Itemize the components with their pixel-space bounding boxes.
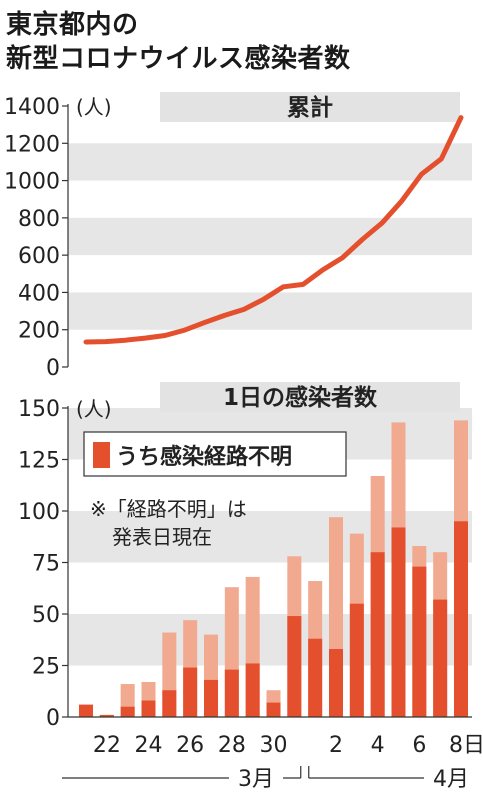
bar-x-tick-label: 8日 [449, 733, 483, 758]
line-y-tick-label: 200 [18, 319, 60, 344]
bar-unknown-route [287, 616, 302, 717]
note-line-2: 発表日現在 [112, 525, 212, 549]
bar-y-tick-label: 100 [18, 500, 60, 525]
bar-y-tick-label: 125 [18, 449, 60, 474]
bar-x-tick-label: 30 [260, 733, 288, 758]
bar-unknown-route [224, 669, 239, 717]
line-unit-label: (人) [76, 95, 112, 119]
bar-x-tick-label: 26 [176, 733, 204, 758]
line-grid-band [68, 217, 472, 256]
bar-unknown-route [79, 704, 93, 717]
bar-unknown-route [454, 521, 468, 717]
bar-x-tick-label: 28 [218, 733, 246, 758]
bar-x-tick-label: 22 [93, 733, 121, 758]
bar-unknown-route [412, 566, 427, 717]
line-chart-title: 累計 [287, 94, 333, 121]
bar-unknown-route [391, 527, 406, 717]
bar-unknown-route [162, 690, 177, 717]
bar-unknown-route [349, 603, 364, 717]
bar-y-tick-label: 150 [18, 397, 60, 422]
line-title-banner [160, 92, 460, 122]
bar-unknown-route [266, 702, 281, 717]
bar-unknown-route [204, 679, 218, 717]
legend-label: うち感染経路不明 [116, 444, 292, 470]
bar-grid-band [68, 614, 472, 666]
bar-y-tick-label: 0 [46, 706, 60, 731]
cumulative-line-series [83, 115, 464, 345]
bar-x-tick-label: 4 [371, 733, 385, 758]
bar-unknown-route [245, 663, 260, 717]
march-label-bg [229, 768, 283, 790]
bar-unknown-route [141, 700, 156, 717]
bar-unknown-route [329, 649, 343, 717]
bar-unknown-route [99, 714, 114, 717]
bar-y-tick-label: 25 [32, 655, 60, 680]
bar-unknown-route [183, 667, 198, 717]
bar-unknown-route [370, 552, 385, 717]
bar-y-tick-label: 75 [32, 552, 60, 577]
april-label-bg [424, 768, 478, 790]
line-y-tick-label: 1200 [4, 132, 60, 157]
bar-unit-label: (人) [76, 397, 112, 421]
line-y-tick-label: 1400 [4, 95, 60, 120]
bar-unknown-route [433, 599, 448, 717]
title-line-2: 新型コロナウイルス感染者数 [6, 44, 351, 74]
line-y-tick-label: 600 [18, 244, 60, 269]
bar-x-tick-label: 24 [135, 733, 163, 758]
line-y-tick-label: 400 [18, 281, 60, 306]
bar-y-tick-label: 50 [32, 603, 60, 628]
line-y-tick-label: 1000 [4, 170, 60, 195]
bar-x-tick-label: 2 [329, 733, 343, 758]
bar-title-banner [160, 382, 460, 412]
bar-chart-title: 1日の感染者数 [223, 384, 378, 411]
legend-swatch [93, 442, 110, 468]
title-line-1: 東京都内の [6, 10, 139, 40]
legend-box [83, 431, 347, 477]
month-label-march: 3月 [238, 767, 274, 792]
bar-x-tick-label: 6 [412, 733, 426, 758]
line-y-tick-label: 800 [18, 207, 60, 232]
line-y-tick-label: 0 [46, 356, 60, 381]
line-grid-band [68, 292, 472, 330]
month-label-april: 4月 [433, 767, 469, 792]
line-grid-band [68, 143, 472, 181]
bar-unknown-route [308, 638, 323, 717]
bar-unknown-route [120, 706, 135, 717]
note-line-1: ※「経路不明」は [90, 497, 247, 521]
